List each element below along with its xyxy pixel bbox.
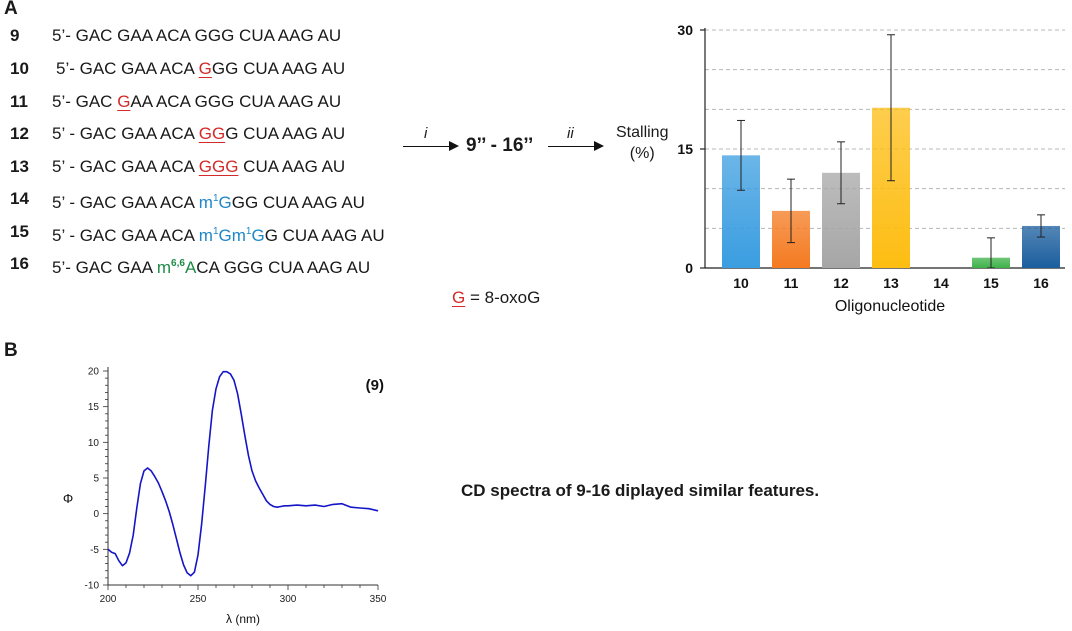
sequence-text: 5’ - GAC GAA ACA m1GGG CUA AAG AU (52, 186, 365, 216)
sequence-segment: m (198, 226, 213, 245)
sequence-segment: 5’- GAC GAA (52, 258, 157, 277)
sequence-text: 5’- GAC GAA ACA GGG CUA AAG AU (52, 89, 341, 115)
sequence-number: 16 (10, 254, 29, 273)
x-axis-label: Oligonucleotide (835, 298, 945, 315)
sequence-segment: G (117, 92, 131, 111)
cd-spectrum-chart: -10 -5 0 5 10 15 20 200 250 300 350 (9) Φλ (nm) (63, 367, 387, 627)
sequence-text: 5’- GAC GAA ACA GGG CUA AAG AU (56, 56, 345, 82)
cd-y-tick-label: 20 (88, 367, 100, 378)
sequence-segment: 1 (212, 193, 219, 204)
sequence-segment: CA GGG CUA AAG AU (196, 258, 371, 277)
arrow-step-ii-head (594, 141, 604, 151)
x-tick-label: 12 (833, 275, 849, 291)
cd-y-tick-label: 10 (88, 438, 100, 449)
panel-label-a: A (4, 0, 18, 19)
cd-x-tick-label: 200 (100, 594, 117, 605)
sequence-segment: 5’ - GAC GAA ACA (52, 124, 199, 143)
sequence-segment: Gm (218, 226, 246, 245)
y-tick-label: 15 (677, 141, 693, 157)
cd-x-axis-label: λ (nm) (226, 612, 260, 626)
sequence-segment: 1 (212, 226, 219, 237)
sequence-number: 9 (10, 26, 20, 45)
sequence-segment: G (218, 193, 232, 212)
x-tick-label: 16 (1033, 275, 1049, 291)
sequence-segment: 5’- GAC GAA ACA (56, 59, 199, 78)
sequence-number: 11 (10, 92, 28, 111)
stalling-bar-chart: 0 15 30 10 11 12 13 14 15 16 Oligonucleotide (677, 22, 1065, 315)
sequence-segment: GG CUA AAG AU (211, 59, 346, 78)
step-ii-label: ii (567, 125, 574, 142)
cd-y-tick-label: -5 (90, 545, 99, 556)
x-tick-label: 14 (933, 275, 949, 291)
sequence-number: 13 (10, 157, 29, 176)
sequence-segment: 5’- GAC GAA ACA GGG CUA AAG AU (52, 26, 342, 45)
sequence-segment: AA ACA GGG CUA AAG AU (130, 92, 342, 111)
sequence-text: 5’ - GAC GAA ACA m1Gm1GG CUA AAG AU (52, 219, 385, 249)
sequence-segment: m (198, 193, 213, 212)
x-tick-label: 10 (733, 275, 749, 291)
arrow-step-ii (548, 146, 596, 147)
x-tick-label: 11 (784, 275, 799, 291)
cd-title: (9) (366, 377, 384, 394)
sequence-segment: 1 (245, 226, 252, 237)
sequence-number: 12 (10, 124, 29, 143)
arrow-step-i-head (449, 141, 459, 151)
cd-caption: CD spectra of 9-16 diplayed similar feat… (461, 481, 820, 500)
cd-x-tick-label: 350 (370, 594, 387, 605)
sequence-segment: 5’ - GAC GAA ACA (52, 157, 199, 176)
x-tick-label: 13 (883, 275, 899, 291)
sequence-segment: GG CUA AAG AU (231, 193, 365, 212)
panel-label-b: B (4, 340, 18, 361)
sequence-segment: CUA AAG AU (238, 157, 346, 176)
sequence-segment: 6,6 (171, 258, 185, 269)
arrow-step-i (403, 146, 451, 147)
stalling-label-line2: (%) (629, 145, 655, 162)
stalling-label-line1: Stalling (616, 124, 669, 141)
cd-x-tick-label: 250 (190, 594, 207, 605)
sequence-segment: 5’- GAC (52, 92, 118, 111)
cd-spectrum-line (107, 370, 379, 577)
cd-x-tick-label: 300 (280, 594, 297, 605)
sequence-segment: 5’ - GAC GAA ACA (52, 226, 199, 245)
x-tick-label: 15 (983, 275, 999, 291)
oxog-legend-text: = 8-oxoG (465, 288, 541, 307)
sequence-number: 15 (10, 222, 29, 241)
cd-y-axis-label: Φ (63, 491, 73, 506)
sequence-segment: G CUA AAG AU (225, 124, 346, 143)
sequence-segment: G (251, 226, 265, 245)
cd-y-tick-label: 5 (93, 474, 99, 485)
sequence-segment: m (156, 258, 172, 277)
sequence-segment: A (184, 258, 197, 277)
sequence-text: 5’ - GAC GAA ACA GGG CUA AAG AU (52, 154, 345, 180)
y-tick-label: 30 (677, 22, 693, 38)
product-label: 9’’ - 16’’ (466, 135, 534, 156)
step-i-label: i (424, 125, 428, 142)
oxog-legend: G = 8-oxoG (452, 288, 540, 308)
sequence-text: 5’ - GAC GAA ACA GGG CUA AAG AU (52, 121, 345, 147)
oxog-symbol: G (452, 288, 466, 307)
sequence-segment: GGG (198, 157, 239, 176)
cd-y-tick-label: 15 (88, 402, 100, 413)
stalling-axis-label: Stalling (%) (616, 122, 668, 164)
cd-y-tick-label: -10 (85, 581, 100, 592)
sequence-text: 5’- GAC GAA m6,6ACA GGG CUA AAG AU (52, 251, 370, 281)
sequence-segment: G CUA AAG AU (264, 226, 385, 245)
sequence-text: 5’- GAC GAA ACA GGG CUA AAG AU (52, 23, 341, 49)
sequence-number: 10 (10, 59, 29, 78)
y-tick-label: 0 (685, 260, 693, 276)
sequence-segment: G (198, 59, 212, 78)
sequence-number: 14 (10, 189, 29, 208)
sequence-segment: GG (198, 124, 226, 143)
cd-y-tick-label: 0 (93, 509, 99, 520)
sequence-segment: 5’ - GAC GAA ACA (52, 193, 199, 212)
